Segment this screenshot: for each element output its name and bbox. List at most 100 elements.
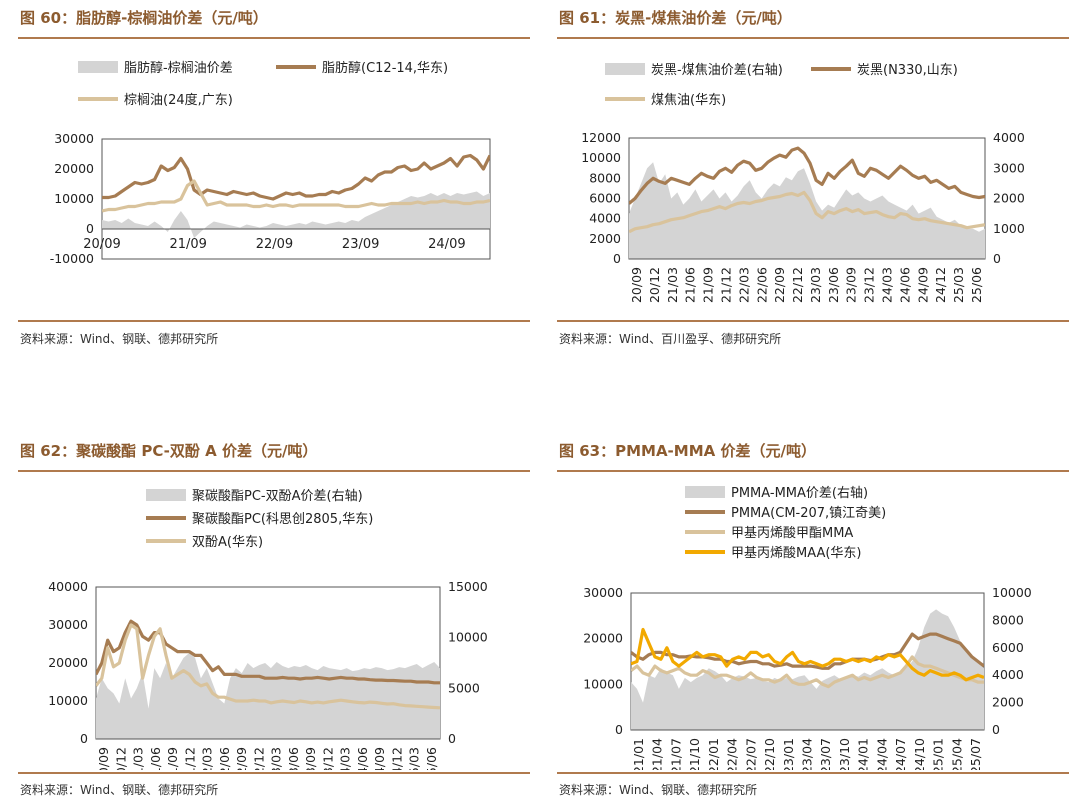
x-tick-label: 23/09 (342, 237, 379, 252)
x-tick-label: 24/12 (389, 747, 404, 770)
x-tick-label: 21/09 (165, 747, 180, 770)
y-right-tick-label: 6000 (992, 640, 1024, 655)
x-tick-label: 22/06 (217, 747, 232, 770)
y-left-tick-label: 20000 (48, 655, 88, 670)
x-tick-label: 20/09 (83, 237, 120, 252)
y-left-tick-label: 10000 (583, 676, 623, 691)
y-left-tick-label: 0 (86, 221, 94, 236)
x-tick-label: 23/09 (844, 267, 859, 303)
x-tick-label: 23/06 (826, 267, 841, 303)
x-tick-label: 25/03 (951, 267, 966, 303)
x-tick-label: 20/09 (96, 747, 111, 770)
series-line (629, 146, 985, 205)
x-tick-label: 21/12 (182, 747, 197, 770)
series-area (629, 162, 985, 259)
x-tick-label: 25/06 (969, 267, 984, 303)
x-tick-label: 24/09 (915, 267, 930, 303)
y-right-tick-label: 10000 (448, 630, 488, 645)
chart-61: 炭黑-煤焦油价差(右轴) 炭黑(N330,山东) 煤焦油(华东) 0 2000 4000 6… (581, 63, 1025, 303)
chart-title: 图 62：聚碳酸酯 PC-双酚 A 价差（元/吨） (20, 442, 318, 460)
source-note: 资料来源：Wind、钢联、德邦研究所 (20, 783, 219, 797)
x-tick-label: 25/04 (949, 738, 964, 770)
legend-label: 双酚A(华东) (192, 535, 263, 550)
x-tick-label: 20/12 (647, 267, 662, 303)
x-tick-label: 22/06 (754, 267, 769, 303)
chart-63: PMMA-MMA价差(右轴) PMMA(CM-207,镇江奇美) 甲基丙烯酸甲酯MM… (583, 486, 1032, 770)
y-right-tick-label: 3000 (993, 160, 1025, 175)
x-tick-label: 21/10 (687, 738, 702, 770)
source-divider (18, 772, 530, 774)
x-tick-label: 21/04 (650, 738, 665, 770)
x-tick-label: 20/12 (113, 747, 128, 770)
legend-label: 脂肪醇(C12-14,华东) (322, 60, 448, 76)
y-left-tick-label: 20000 (583, 631, 623, 646)
series-line (102, 179, 490, 213)
series-area (102, 191, 490, 238)
x-tick-label: 22/10 (762, 738, 777, 770)
x-tick-label: 25/06 (424, 747, 439, 770)
y-right-tick-label: 5000 (448, 680, 480, 695)
x-tick-label: 24/03 (338, 747, 353, 770)
x-tick-label: 23/06 (286, 747, 301, 770)
y-right-tick-label: 0 (993, 251, 1001, 266)
source-note: 资料来源：Wind、百川盈孚、德邦研究所 (559, 332, 782, 346)
title-divider (18, 37, 530, 39)
x-tick-label: 24/01 (856, 738, 871, 770)
x-tick-label: 23/10 (837, 738, 852, 770)
source-note: 资料来源：Wind、钢联、德邦研究所 (20, 332, 219, 346)
y-left-tick-label: 30000 (583, 585, 623, 600)
legend-label: PMMA-MMA价差(右轴) (731, 486, 868, 501)
y-left-tick-label: 0 (615, 722, 623, 737)
legend-label: 甲基丙烯酸甲酯MMA (731, 526, 853, 541)
x-tick-label: 25/03 (407, 747, 422, 770)
x-tick-label: 24/10 (912, 738, 927, 770)
y-left-tick-label: 30000 (54, 131, 94, 146)
x-tick-label: 23/12 (862, 267, 877, 303)
legend-swatch-area (605, 63, 645, 75)
x-tick-label: 25/01 (931, 738, 946, 770)
figure-62-panel: 图 62：聚碳酸酯 PC-双酚 A 价差（元/吨） 聚碳酸酯PC-双酚A价差(右… (18, 440, 530, 802)
x-tick-label: 22/09 (256, 237, 293, 252)
x-tick-label: 22/03 (200, 747, 215, 770)
legend-label: 炭黑-煤焦油价差(右轴) (651, 63, 783, 78)
x-tick-label: 25/07 (968, 738, 983, 770)
series-line (96, 619, 440, 685)
x-tick-label: 21/01 (631, 738, 646, 770)
y-left-tick-label: 20000 (54, 161, 94, 176)
legend-label: 甲基丙烯酸MAA(华东) (731, 546, 862, 561)
x-tick-label: 21/03 (131, 747, 146, 770)
y-left-tick-label: 10000 (54, 191, 94, 206)
series-area (96, 652, 440, 739)
x-tick-label: 21/12 (718, 267, 733, 303)
x-tick-label: 21/09 (701, 267, 716, 303)
source-divider (557, 320, 1069, 322)
series-line (629, 190, 985, 234)
x-tick-label: 21/03 (665, 267, 680, 303)
chart-title: 图 60：脂肪醇-棕榈油价差（元/吨） (20, 9, 268, 27)
legend: 炭黑-煤焦油价差(右轴) 炭黑(N330,山东) 煤焦油(华东) (605, 63, 958, 108)
x-tick-label: 23/01 (781, 738, 796, 770)
legend-label: 棕榈油(24度,广东) (124, 92, 233, 108)
x-tick-label: 24/09 (428, 237, 465, 252)
y-right-tick-label: 8000 (992, 612, 1024, 627)
series-line (631, 655, 984, 689)
legend: PMMA-MMA价差(右轴) PMMA(CM-207,镇江奇美) 甲基丙烯酸甲酯MM… (685, 486, 886, 561)
y-left-tick-label: 4000 (589, 211, 621, 226)
legend-label: 聚碳酸酯PC-双酚A价差(右轴) (192, 489, 363, 504)
x-tick-label: 21/07 (668, 738, 683, 770)
source-divider (18, 320, 530, 322)
legend-swatch-area (78, 61, 118, 73)
x-tick-label: 24/12 (933, 267, 948, 303)
x-tick-label: 23/03 (808, 267, 823, 303)
series-line (96, 623, 440, 710)
x-tick-label: 22/09 (234, 747, 249, 770)
title-divider (557, 470, 1069, 472)
y-right-tick-label: 0 (992, 722, 1000, 737)
chart-62: 聚碳酸酯PC-双酚A价差(右轴) 聚碳酸酯PC(科思创2805,华东) 双酚A(华东… (48, 489, 488, 770)
legend: 聚碳酸酯PC-双酚A价差(右轴) 聚碳酸酯PC(科思创2805,华东) 双酚A(华东… (146, 489, 373, 550)
y-right-tick-label: 0 (448, 731, 456, 746)
y-left-tick-label: 12000 (581, 130, 621, 145)
x-tick-label: 23/04 (800, 738, 815, 770)
y-left-tick-label: 40000 (48, 579, 88, 594)
y-right-tick-label: 15000 (448, 579, 488, 594)
